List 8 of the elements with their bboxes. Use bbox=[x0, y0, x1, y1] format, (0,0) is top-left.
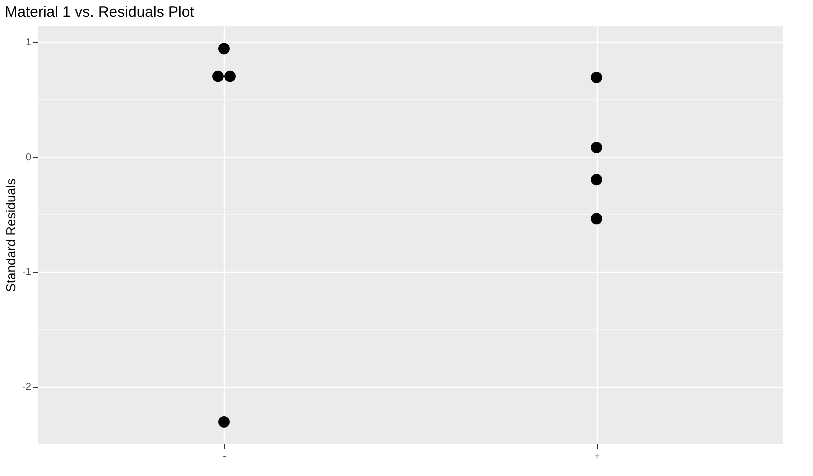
y-tick-label: -1 bbox=[22, 267, 32, 278]
y-axis-title: Standard Residuals bbox=[4, 178, 19, 292]
y-tick-label: 0 bbox=[26, 152, 32, 164]
x-tick-label: + bbox=[594, 452, 600, 462]
chart-title: Material 1 vs. Residuals Plot bbox=[5, 4, 196, 21]
y-tick-label: -2 bbox=[22, 382, 32, 394]
y-tick-label: 1 bbox=[26, 38, 32, 49]
x-tick-label: - bbox=[223, 452, 226, 462]
